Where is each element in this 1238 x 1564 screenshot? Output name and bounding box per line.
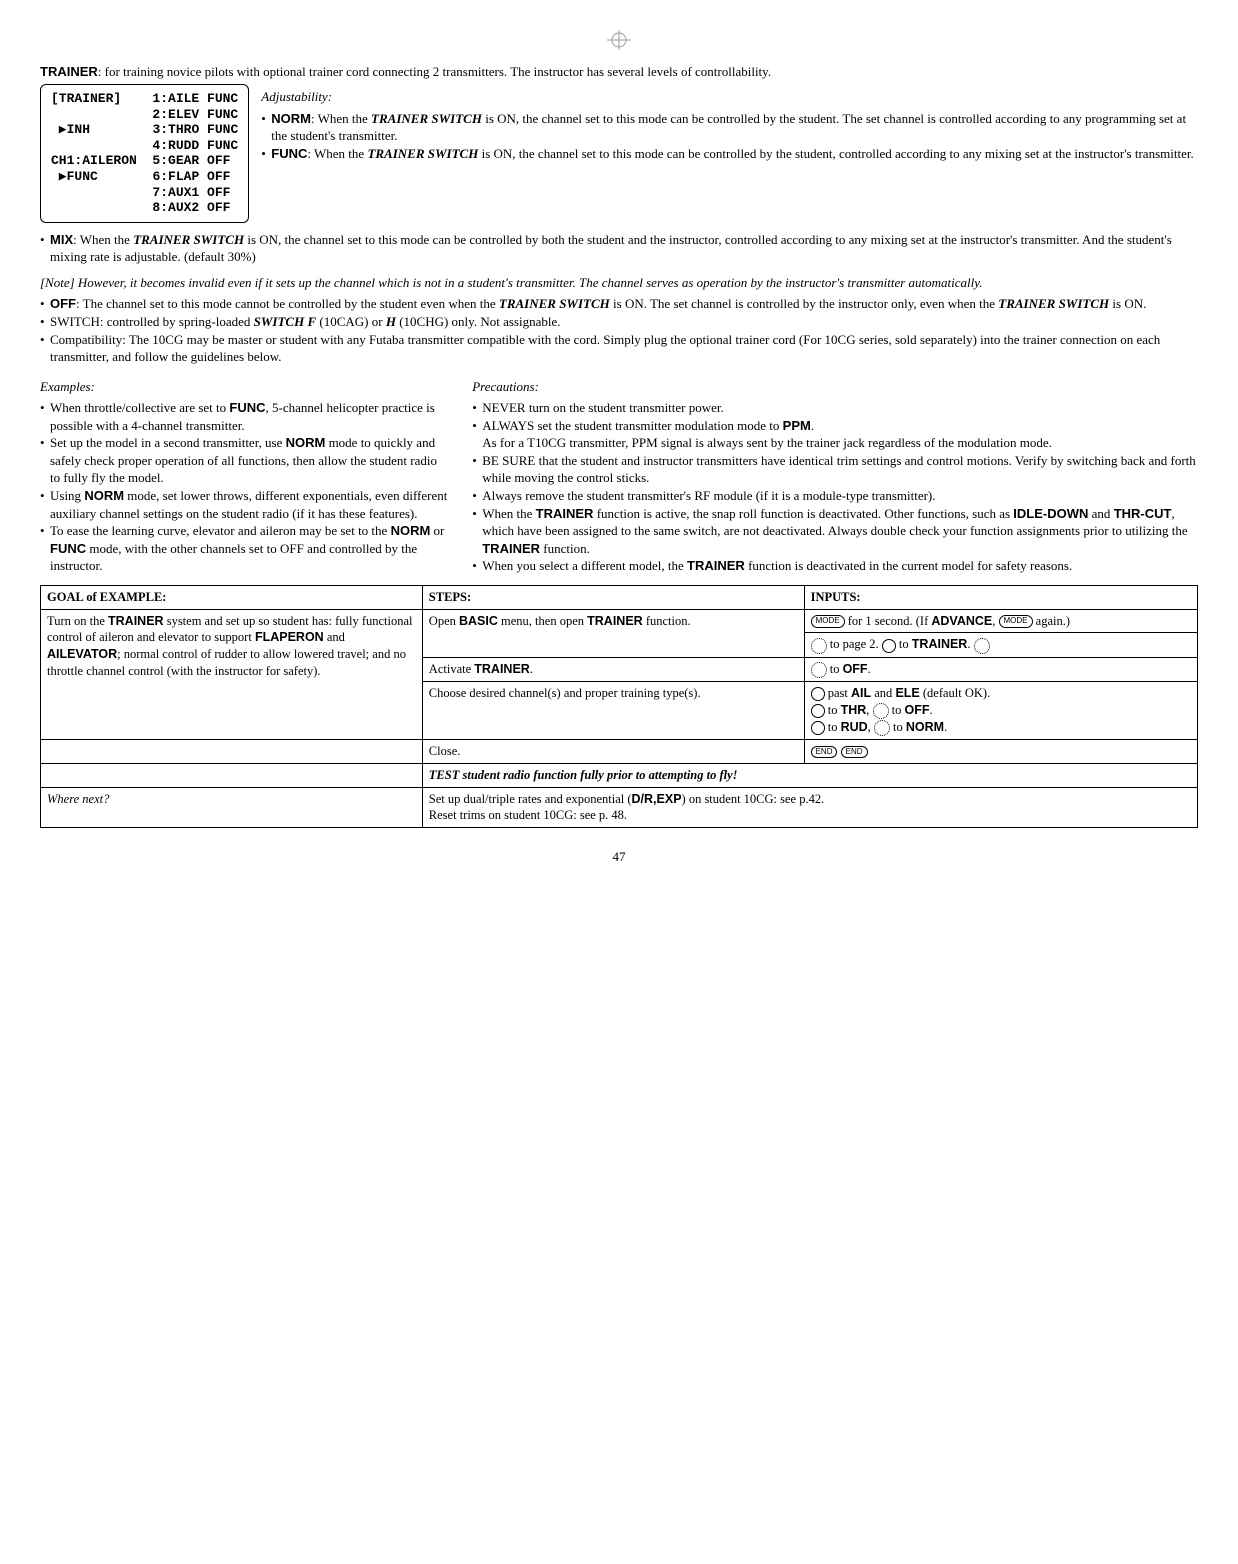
precaution-5: •When the TRAINER function is active, th… [472, 505, 1198, 558]
where-next-label: Where next? [41, 787, 423, 828]
th-inputs: INPUTS: [804, 585, 1197, 609]
precaution-2: •ALWAYS set the student transmitter modu… [472, 417, 1198, 452]
func-label: FUNC [271, 146, 307, 161]
switch-bullet: • SWITCH: controlled by spring-loaded SW… [40, 313, 1198, 331]
example-4: •To ease the learning curve, elevator an… [40, 522, 448, 575]
mix-text: : When the TRAINER SWITCH is ON, the cha… [50, 232, 1172, 265]
precaution-6: •When you select a different model, the … [472, 557, 1198, 575]
mix-bullet: • MIX: When the TRAINER SWITCH is ON, th… [40, 231, 1198, 266]
examples-heading: Examples: [40, 378, 448, 396]
off-label: OFF [50, 296, 76, 311]
mix-label: MIX [50, 232, 73, 247]
func-text: : When the TRAINER SWITCH is ON, the cha… [307, 146, 1193, 161]
intro-paragraph: TRAINER: for training novice pilots with… [40, 63, 1198, 81]
intro-text: : for training novice pilots with option… [98, 64, 771, 79]
step-2: Activate TRAINER. [422, 657, 804, 681]
norm-text: : When the TRAINER SWITCH is ON, the cha… [271, 111, 1186, 144]
trainer-title: TRAINER [40, 64, 98, 79]
th-goal: GOAL of EXAMPLE: [41, 585, 423, 609]
input-2: to OFF. [804, 657, 1197, 681]
example-2: •Set up the model in a second transmitte… [40, 434, 448, 487]
goal-cell: Turn on the TRAINER system and set up so… [41, 609, 423, 739]
goal-empty2 [41, 763, 423, 787]
input-3a: past AIL and ELE (default OK). to THR, t… [804, 681, 1197, 739]
th-steps: STEPS: [422, 585, 804, 609]
step-5: TEST student radio function fully prior … [422, 763, 1197, 787]
compat-text: Compatibility: The 10CG may be master or… [50, 331, 1198, 366]
precautions-heading: Precautions: [472, 378, 1198, 396]
input-1b: to page 2. to TRAINER. [804, 633, 1197, 657]
adjustability-heading: Adjustability: [261, 88, 1198, 106]
norm-label: NORM [271, 111, 311, 126]
lcd-screen: [TRAINER] 1:AILE FUNC 2:ELEV FUNC ▶INH 3… [40, 84, 249, 223]
input-4: END END [804, 739, 1197, 763]
page-number: 47 [40, 848, 1198, 866]
precaution-3: •BE SURE that the student and instructor… [472, 452, 1198, 487]
compat-bullet: • Compatibility: The 10CG may be master … [40, 331, 1198, 366]
off-bullet: • OFF: The channel set to this mode cann… [40, 295, 1198, 313]
step-4: Close. [422, 739, 804, 763]
goal-table: GOAL of EXAMPLE: STEPS: INPUTS: Turn on … [40, 585, 1198, 829]
input-1a: MODE for 1 second. (If ADVANCE, MODE aga… [804, 609, 1197, 633]
step-3: Choose desired channel(s) and proper tra… [422, 681, 804, 739]
off-text: : The channel set to this mode cannot be… [76, 296, 1146, 311]
func-bullet: • FUNC: When the TRAINER SWITCH is ON, t… [261, 145, 1198, 163]
note-paragraph: [Note] However, it becomes invalid even … [40, 274, 1198, 292]
goal-empty [41, 739, 423, 763]
precaution-4: •Always remove the student transmitter's… [472, 487, 1198, 505]
crop-mark [40, 30, 1198, 55]
norm-bullet: • NORM: When the TRAINER SWITCH is ON, t… [261, 110, 1198, 145]
switch-text: SWITCH: controlled by spring-loaded SWIT… [50, 313, 1198, 331]
where-next-step: Set up dual/triple rates and exponential… [422, 787, 1197, 828]
precaution-1: •NEVER turn on the student transmitter p… [472, 399, 1198, 417]
step-1: Open BASIC menu, then open TRAINER funct… [422, 609, 804, 657]
example-1: •When throttle/collective are set to FUN… [40, 399, 448, 434]
example-3: •Using NORM mode, set lower throws, diff… [40, 487, 448, 522]
